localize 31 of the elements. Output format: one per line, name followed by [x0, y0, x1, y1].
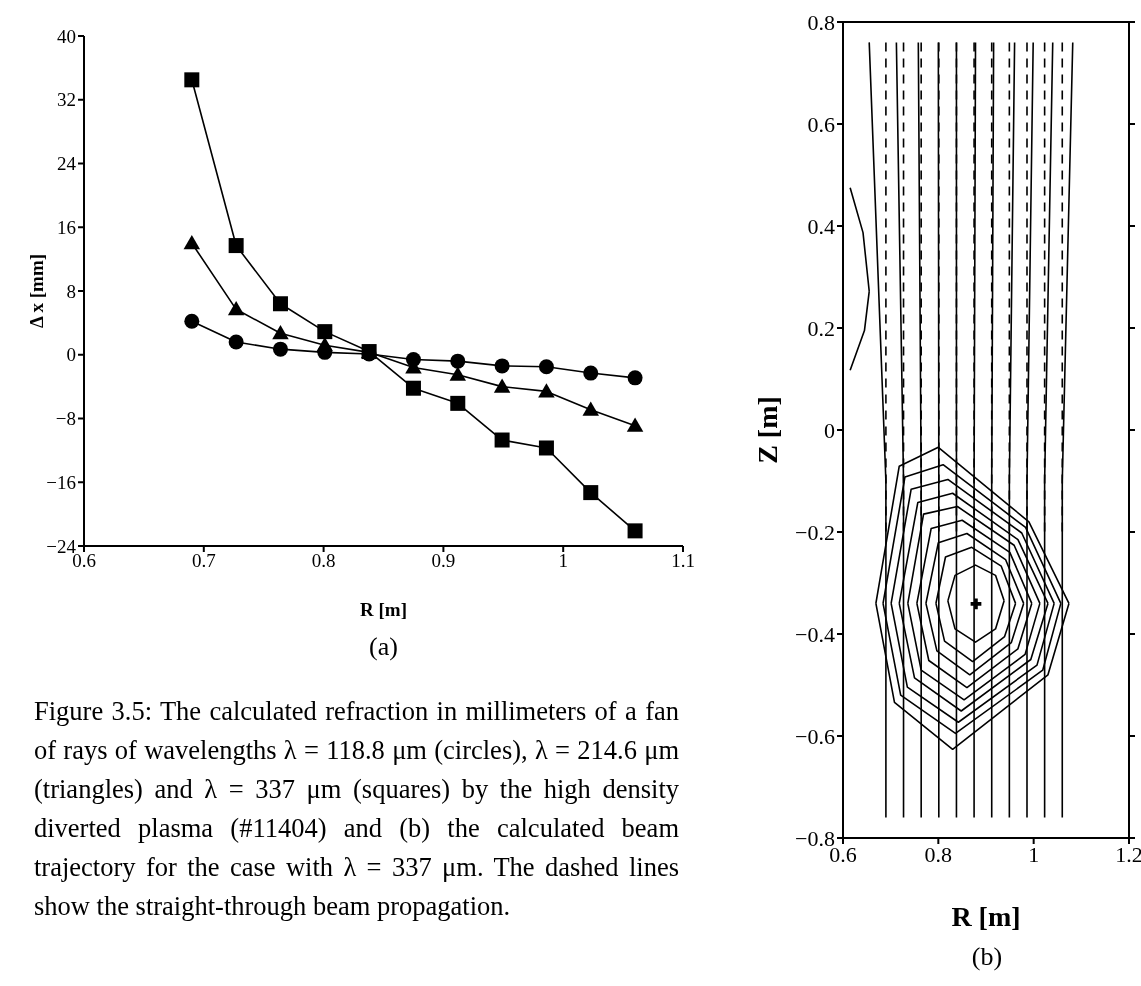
y-tick-label: 0.2 — [807, 315, 835, 341]
y-tick-label: 0.8 — [807, 9, 835, 35]
y-tick-label: 0.6 — [807, 111, 835, 137]
y-tick-label: 8 — [66, 280, 76, 302]
x-axis-title: R [m] — [360, 599, 407, 620]
x-tick-label: 1 — [558, 550, 568, 572]
y-axis-title: Δ x [mm] — [25, 253, 47, 329]
y-tick-label: 0.4 — [807, 213, 835, 239]
y-tick-label: −0.2 — [795, 519, 835, 545]
y-tick-label: 40 — [57, 25, 76, 47]
y-tick-label: 0 — [66, 344, 76, 366]
y-tick-label: −16 — [46, 471, 76, 493]
x-tick-label: 0.8 — [924, 841, 953, 867]
text: (b) — [970, 942, 1004, 972]
y-tick-label: 24 — [57, 153, 77, 175]
y-axis-title: Z [m] — [751, 396, 783, 464]
x-tick-label: 0.7 — [191, 550, 216, 572]
x-axis-title: R [m] — [951, 901, 1021, 932]
x-tick-label: 0.8 — [311, 550, 336, 572]
y-tick-label: −8 — [55, 408, 76, 430]
y-tick-label: 16 — [57, 216, 76, 238]
x-tick-label: 1.2 — [1115, 841, 1141, 867]
x-tick-label: 0.9 — [431, 550, 456, 572]
caption: Figure 3.5: The calculated refraction in millimeters of a fan of rays of wavelengths λ = 118.8 μm (circles), λ = 214.6 μm (triangles) and λ = 337 μm (squares) by the high density diverted plasma (#11404) and (b) the calculated beam trajectory for the case with λ = 337 μm. The dashed lines show the straight-through beam propagation. — [34, 695, 679, 923]
text: (a) — [368, 632, 399, 662]
y-tick-label: 32 — [57, 89, 76, 111]
y-tick-label: −0.4 — [795, 621, 835, 647]
x-tick-label: 1.1 — [671, 550, 695, 572]
x-tick-label: 1 — [1028, 841, 1040, 867]
y-tick-label: −0.6 — [795, 723, 835, 749]
y-tick-label: 0 — [824, 417, 835, 443]
